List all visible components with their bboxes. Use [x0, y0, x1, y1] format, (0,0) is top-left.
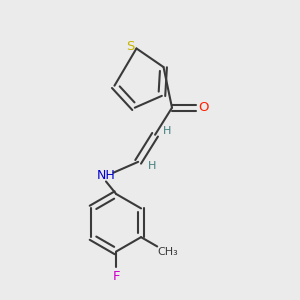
- Text: H: H: [163, 126, 171, 136]
- Text: NH: NH: [97, 169, 116, 182]
- Text: S: S: [126, 40, 135, 53]
- Text: O: O: [198, 101, 208, 114]
- Text: F: F: [112, 270, 120, 283]
- Text: CH₃: CH₃: [157, 248, 178, 257]
- Text: H: H: [148, 161, 156, 171]
